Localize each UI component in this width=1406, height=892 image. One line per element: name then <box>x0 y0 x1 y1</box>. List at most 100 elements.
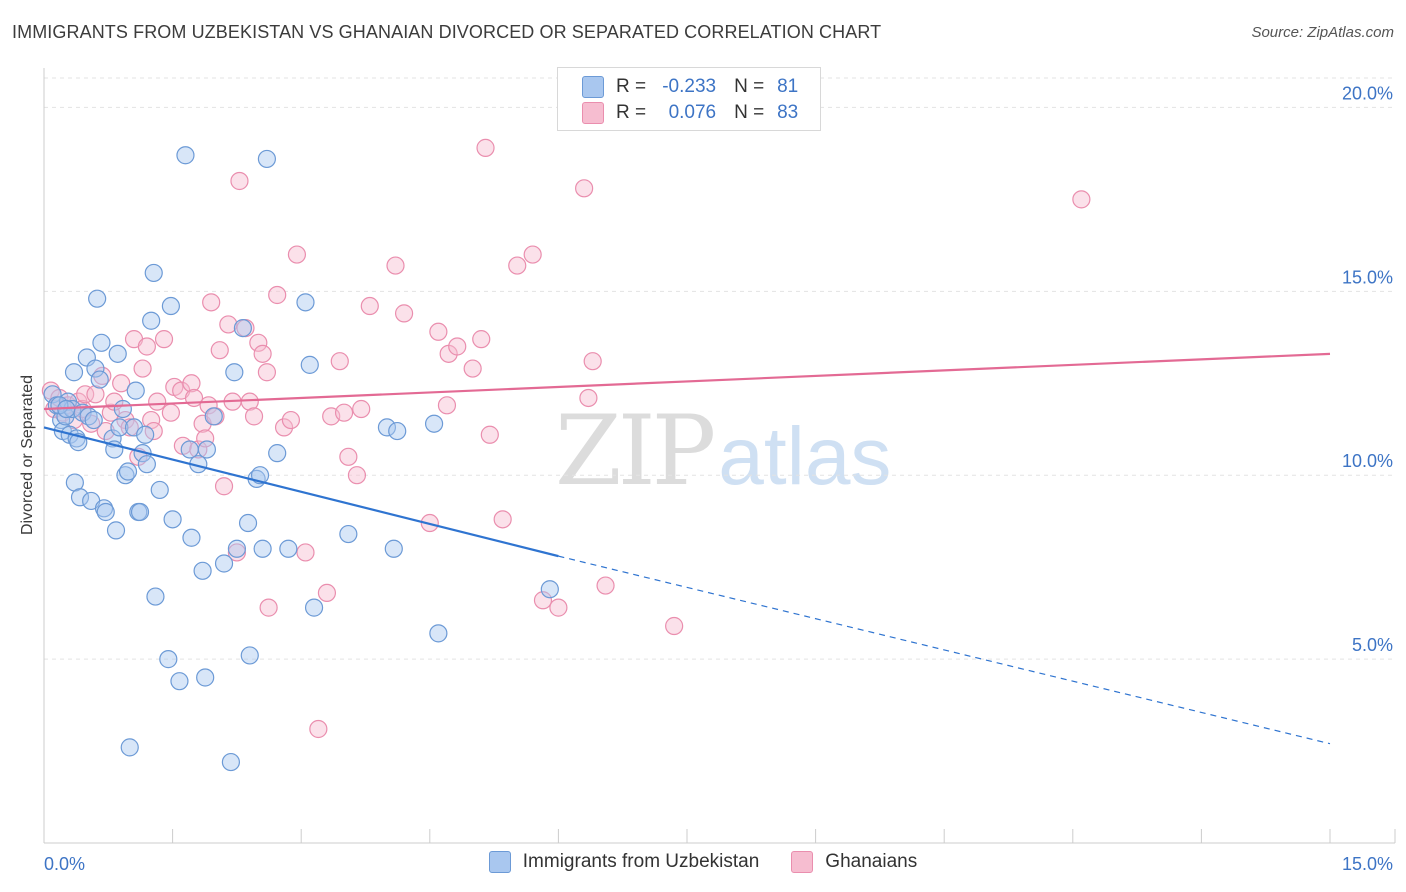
ghanaians-point <box>240 392 259 411</box>
uzbekistan-point <box>238 513 258 533</box>
ghanaians-point <box>112 374 131 393</box>
legend-item-uzbekistan: Immigrants from Uzbekistan <box>488 851 760 873</box>
uzbekistan-point <box>296 293 315 312</box>
ghanaians-point <box>386 256 405 275</box>
uzbekistan-point <box>142 311 161 330</box>
uzbekistan-point <box>144 263 163 283</box>
ghanaians-point <box>230 171 249 191</box>
uzbekistan-point <box>113 399 132 419</box>
uzbekistan-point <box>214 554 234 573</box>
legend-item-ghanaians: Ghanaians <box>791 851 917 873</box>
uzbekistan-point <box>146 587 165 606</box>
r-label: R = <box>616 76 647 97</box>
ghanaians-point <box>330 352 349 371</box>
uzbekistan-point <box>304 598 324 617</box>
ghanaians-point <box>287 245 307 264</box>
uzbekistan-point <box>159 650 178 669</box>
ghanaians-point <box>133 359 152 378</box>
r-label: R = <box>616 102 647 123</box>
ghanaians-point <box>182 374 201 393</box>
source-credit: Source: ZipAtlas.com <box>1251 24 1394 41</box>
ghanaians-point <box>296 543 315 562</box>
watermark-zip: ZIP <box>555 395 716 507</box>
series-legend: Immigrants from Uzbekistan Ghanaians <box>0 851 1406 873</box>
ghanaians-point <box>101 403 120 422</box>
legend-label-ghanaians: Ghanaians <box>825 851 918 872</box>
uzbekistan-point <box>126 381 145 400</box>
uzbekistan-point <box>130 502 150 522</box>
uzbekistan-point <box>110 418 129 437</box>
ghanaians-point <box>257 363 277 382</box>
uzbekistan-point <box>388 421 407 441</box>
uzbekistan-point <box>268 444 287 463</box>
ghanaians-point <box>596 576 615 595</box>
ghanaians-point <box>463 359 482 378</box>
correlation-legend: R = -0.233 N = 81 R = 0.076 N = 83 <box>557 67 821 131</box>
ghanaians-point <box>86 385 105 404</box>
n-label: N = <box>734 76 765 97</box>
ghanaians-point <box>533 591 553 610</box>
ghanaians-point <box>360 296 379 316</box>
ghanaians-point <box>437 396 457 415</box>
uzbekistan-swatch <box>582 76 604 98</box>
x-tick-label: 0.0% <box>44 854 85 874</box>
uzbekistan-point <box>43 385 62 404</box>
uzbekistan-point <box>161 296 180 316</box>
ghanaians-point <box>575 179 594 198</box>
uzbekistan-point <box>106 521 126 540</box>
ghanaians-point <box>214 477 234 496</box>
uzbekistan-point <box>257 149 277 169</box>
ghanaians-point <box>523 245 542 264</box>
uzbekistan-point <box>92 333 111 352</box>
ghanaians-point <box>274 418 294 437</box>
ghanaians-point <box>202 293 221 312</box>
legend-label-uzbekistan: Immigrants from Uzbekistan <box>522 851 760 872</box>
ghanaians-point <box>244 407 264 426</box>
uzbekistan-point <box>253 539 272 558</box>
ghanaians-point <box>96 421 115 441</box>
uzbekistan-point <box>339 524 358 544</box>
ghanaians-point <box>429 322 448 341</box>
n-value: 81 <box>777 76 799 97</box>
ghanaians-point <box>472 330 491 349</box>
grid-lines <box>44 77 1395 660</box>
ghanaians-swatch <box>582 102 604 124</box>
uzbekistan-point <box>429 624 448 643</box>
ghanaians-point <box>352 399 371 419</box>
uzbekistan-point <box>137 455 156 474</box>
ghanaians-trend-line <box>43 352 1331 411</box>
ghanaians-point <box>493 510 512 529</box>
uzbekistan-point <box>233 318 253 338</box>
y-tick-label: 20.0% <box>1342 83 1393 103</box>
y-tick-label: 5.0% <box>1352 635 1393 655</box>
uzbekistan-point <box>163 510 182 529</box>
uzbekistan-point <box>136 425 155 444</box>
ghanaians-point <box>210 341 229 360</box>
uzbekistan-point <box>279 539 298 558</box>
uzbekistan-point <box>108 344 127 363</box>
uzbekistan-trend-line <box>43 426 559 558</box>
ghanaians-point <box>508 256 527 275</box>
axes <box>43 68 1396 844</box>
ghanaians-point <box>148 392 167 411</box>
uzbekistan-point <box>118 462 138 481</box>
ghanaians-point <box>549 598 568 617</box>
uzbekistan-point <box>384 539 403 558</box>
uzbekistan-point <box>70 488 90 507</box>
ghanaians-point <box>480 425 499 444</box>
tick-labels: 5.0% 10.0% 15.0% 20.0% 0.0% 15.0% <box>44 83 1393 874</box>
ghanaians-point <box>268 285 287 305</box>
x-tick-label: 15.0% <box>1342 854 1393 874</box>
uzbekistan-point <box>124 418 144 437</box>
ghanaians-point <box>253 344 272 363</box>
ghanaians-point <box>1072 190 1091 209</box>
uzbekistan-point <box>540 580 559 599</box>
uzbekistan-point <box>240 646 259 665</box>
y-tick-label: 15.0% <box>1342 267 1393 287</box>
uzbekistan-point <box>176 146 195 165</box>
uzbekistan-point <box>225 363 244 382</box>
ghanaians-point <box>281 410 301 430</box>
ghanaians-point <box>219 315 238 334</box>
uzbekistan-point <box>90 370 109 389</box>
